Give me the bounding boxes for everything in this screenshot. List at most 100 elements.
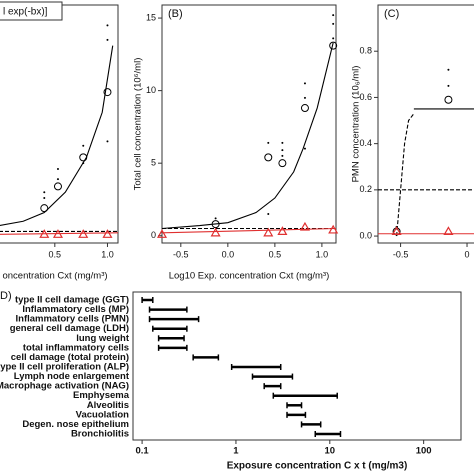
- control-point: [156, 229, 168, 238]
- category-label: total inflammatory cells: [23, 342, 129, 353]
- category-label: Inflammatory cells (PMN): [16, 314, 130, 325]
- data-point: [332, 37, 335, 40]
- y-tick-label: 0.4: [359, 138, 372, 148]
- x-axis-label: oncentration Cxt (mg/m³): [2, 271, 107, 282]
- control-point: [263, 227, 274, 237]
- plot-frame: [377, 4, 474, 244]
- x-tick-label: 0.0: [222, 249, 235, 259]
- mean-point: [300, 104, 309, 113]
- panel-title: (B): [168, 8, 183, 20]
- y-axis-label: PMN concentration (10₆/ml): [351, 66, 362, 183]
- category-label: general cell damage (LDH): [10, 323, 129, 334]
- fit-line: [0, 45, 114, 226]
- x-axis-label: Log10 Exp. concentration Cxt (mg/m³): [169, 271, 330, 282]
- y-tick-label: 0.6: [359, 92, 372, 102]
- data-point: [447, 84, 450, 87]
- x-tick-label: 0: [465, 249, 470, 259]
- category-label: cell damage (total protein): [11, 352, 129, 363]
- mean-point: [79, 153, 88, 162]
- data-point: [267, 141, 270, 144]
- fit-line: [0, 232, 119, 235]
- y-tick-label: 0.2: [359, 184, 372, 194]
- x-tick-label: 1.0: [316, 249, 329, 259]
- x-tick-label: 0.5: [269, 249, 282, 259]
- control-point: [443, 226, 454, 236]
- data-point: [303, 82, 306, 85]
- y-tick-label: 0: [151, 230, 156, 240]
- mean-point: [40, 204, 49, 213]
- data-point: [281, 154, 284, 157]
- mean-point: [329, 41, 338, 50]
- plot-frame: [0, 4, 119, 244]
- x-tick-label: 1.0: [101, 249, 114, 259]
- category-label: type II cell damage (GGT): [15, 295, 129, 306]
- control-point: [39, 229, 50, 238]
- data-point: [82, 162, 85, 165]
- data-point: [303, 96, 306, 99]
- plot-frame: [161, 4, 337, 244]
- mean-point: [264, 153, 273, 162]
- category-label: Alveolitis: [87, 400, 129, 411]
- x-tick-label: 100: [416, 446, 432, 457]
- control-point: [210, 227, 221, 237]
- plot-frame: [132, 291, 462, 441]
- data-point: [56, 167, 59, 170]
- category-label: Macrophage activation (NAG): [0, 381, 129, 392]
- x-tick-label: 1: [233, 446, 239, 457]
- control-point: [102, 229, 113, 238]
- control-point: [52, 229, 64, 238]
- mean-point: [444, 95, 453, 104]
- x-tick-label: -0.5: [173, 249, 189, 259]
- control-point: [391, 226, 402, 236]
- category-label: l damage/type II cell proliferation (ALP…: [0, 362, 129, 373]
- mean-point: [53, 182, 62, 191]
- y-tick-label: 15: [146, 12, 156, 22]
- category-label: Inflammatory cells (MP): [22, 304, 129, 315]
- category-label: Degen. nose epithelium: [22, 419, 129, 430]
- y-tick-label: 0.8: [359, 46, 372, 56]
- fit-line: [161, 227, 337, 234]
- y-tick-label: 5: [151, 158, 156, 168]
- control-point: [328, 224, 339, 234]
- category-label: lung weight: [76, 333, 130, 344]
- data-point: [82, 144, 85, 147]
- x-axis-label: Exposure concentration C x t (mg/m3): [227, 461, 408, 472]
- category-label: Vacuolation: [76, 409, 130, 420]
- legend-text: l exp(-bx)]: [3, 7, 48, 18]
- data-point: [214, 217, 217, 220]
- x-tick-label: 10: [325, 446, 336, 457]
- panel-title: (C): [384, 8, 399, 20]
- data-point: [106, 24, 109, 27]
- control-point: [299, 221, 310, 231]
- data-point: [43, 197, 46, 200]
- control-point: [277, 226, 288, 235]
- panel-title: D): [0, 290, 12, 302]
- data-point: [56, 178, 59, 181]
- control-point: [78, 229, 89, 238]
- data-point: [332, 22, 335, 25]
- mean-point: [278, 159, 287, 168]
- category-label: Lymph node enlargement: [14, 371, 130, 382]
- y-tick-label: 0.0: [359, 230, 372, 240]
- data-point: [281, 149, 284, 152]
- y-tick-label: 10: [146, 85, 156, 95]
- category-label: Emphysema: [73, 390, 130, 401]
- x-tick-label: 0.1: [135, 446, 149, 457]
- legend-box: [0, 1, 63, 21]
- y-axis-label: Total cell concentration (10⁶/ml): [133, 58, 144, 191]
- data-point: [303, 147, 306, 150]
- x-tick-label: -0.5: [393, 249, 409, 259]
- data-point: [447, 68, 450, 71]
- x-tick-label: 0.5: [49, 249, 62, 259]
- data-point: [106, 38, 109, 41]
- category-label: Bronchiolitis: [71, 429, 129, 440]
- data-point: [43, 191, 46, 194]
- data-point: [332, 14, 335, 17]
- data-point: [267, 212, 270, 215]
- mean-point: [103, 88, 112, 97]
- data-point: [281, 141, 284, 144]
- fit-line: [396, 113, 415, 237]
- fit-line: [161, 42, 334, 230]
- data-point: [106, 140, 109, 143]
